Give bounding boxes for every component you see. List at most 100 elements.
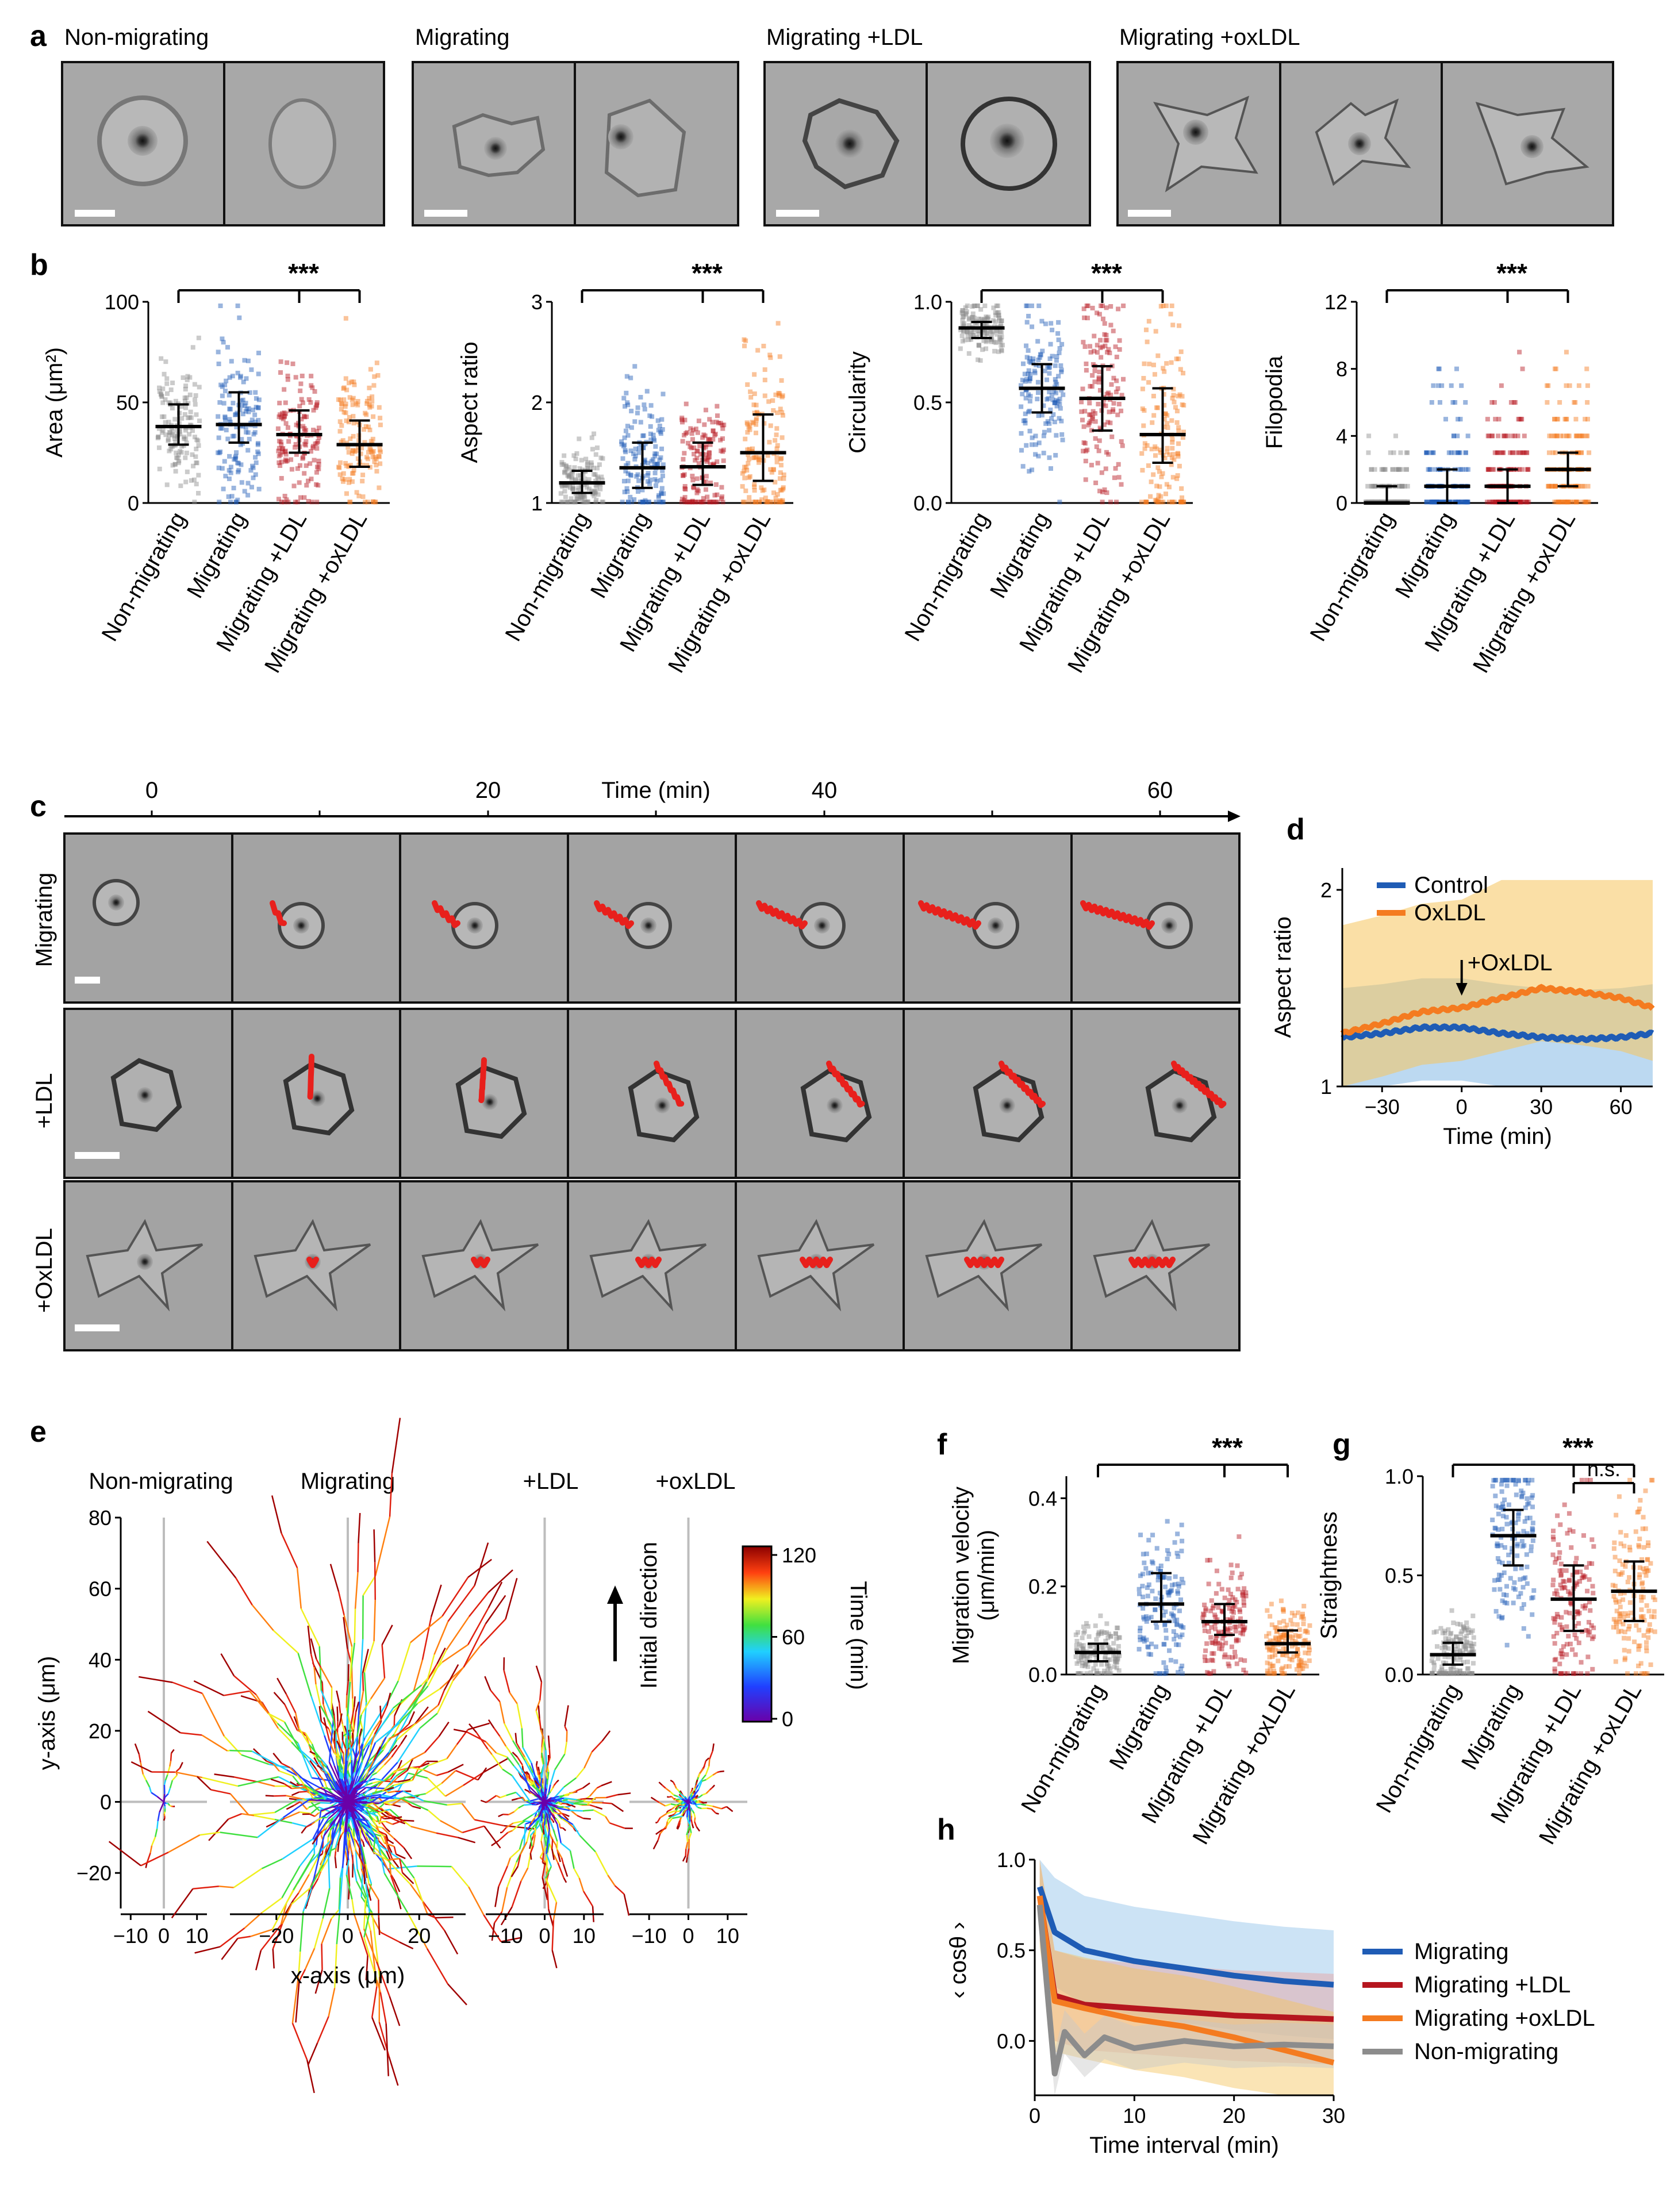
data-point: [1169, 304, 1174, 308]
trajectory-segment: [686, 1799, 689, 1803]
data-point: [1553, 450, 1558, 455]
data-point: [1103, 1638, 1108, 1643]
data-point: [1096, 1630, 1101, 1635]
trajectory-segment: [546, 1887, 550, 1910]
data-point: [227, 406, 232, 412]
data-point: [1485, 467, 1491, 472]
data-point: [638, 420, 643, 425]
trajectory-segment: [421, 1899, 446, 1931]
data-point: [698, 452, 703, 457]
cell-nucleus: [988, 917, 1004, 934]
data-point: [1499, 450, 1504, 455]
trajectory-segment: [655, 1799, 660, 1803]
data-point: [355, 445, 360, 450]
data-point: [1100, 489, 1105, 494]
data-point: [1463, 500, 1468, 505]
data-point: [689, 431, 694, 436]
trajectory-segment: [513, 1807, 519, 1812]
trajectory-segment: [397, 1769, 408, 1779]
data-point: [178, 449, 183, 454]
data-point: [650, 414, 655, 419]
trajectory-segment: [682, 1810, 685, 1814]
data-point: [1372, 483, 1377, 489]
data-point: [1054, 398, 1059, 403]
data-point: [1093, 480, 1099, 485]
data-point: [1084, 361, 1089, 366]
trajectory-segment: [579, 1835, 596, 1853]
data-point: [1115, 1657, 1120, 1662]
data-point: [1585, 400, 1590, 405]
data-point: [970, 329, 975, 334]
trajectory-segment: [272, 1763, 280, 1772]
data-point: [753, 500, 758, 505]
cell-nucleus: [137, 1087, 153, 1103]
trajectory-segment: [157, 1812, 160, 1822]
data-point: [239, 437, 244, 442]
data-point: [633, 454, 638, 459]
trajectory-segment: [529, 1790, 546, 1803]
series-line-control: [1341, 1023, 1654, 1043]
data-point: [743, 436, 748, 441]
data-point: [283, 400, 288, 405]
data-point: [364, 463, 370, 468]
data-point: [1176, 451, 1181, 456]
data-point: [960, 308, 965, 313]
trajectory-segment: [501, 1827, 507, 1833]
data-point: [1149, 1652, 1154, 1657]
data-point: [994, 327, 1000, 332]
data-point: [231, 485, 236, 490]
trajectory-segment: [339, 1778, 347, 1792]
trajectory-segment: [300, 1608, 320, 1647]
trajectory-segment: [700, 1803, 706, 1806]
data-point: [594, 445, 600, 450]
data-point: [966, 337, 972, 343]
data-point: [375, 373, 381, 378]
data-point: [1508, 400, 1514, 405]
data-point: [1049, 393, 1054, 398]
data-point: [1153, 1596, 1158, 1602]
data-point: [1042, 429, 1047, 435]
trajectory-segment: [350, 1646, 353, 1682]
data-point: [1552, 433, 1557, 439]
trajectory-segment: [400, 1859, 415, 1879]
data-point: [1517, 467, 1522, 472]
trajectory-segment: [336, 1740, 341, 1749]
trajectory-segment: [406, 1765, 429, 1782]
data-point: [1104, 1621, 1109, 1626]
trajectory-segment: [557, 1862, 565, 1879]
data-point: [1157, 1671, 1162, 1676]
trajectory-segment: [320, 1823, 327, 1836]
data-point: [1173, 405, 1178, 410]
data-point: [1036, 454, 1041, 459]
data-point: [1041, 451, 1046, 456]
data-point: [770, 398, 775, 403]
trajectory-segment: [674, 1799, 677, 1801]
data-point: [648, 477, 653, 482]
trajectory-segment: [315, 1811, 322, 1845]
colorbar: [742, 1545, 773, 1723]
initial-direction-label: Initial direction: [636, 1542, 662, 1689]
data-point: [226, 393, 232, 398]
data-point: [1171, 1614, 1176, 1619]
trajectory-segment: [706, 1807, 712, 1810]
data-point: [1172, 1540, 1177, 1545]
y-axis-label: Aspect ratio: [457, 341, 482, 463]
trajectory-segment: [520, 1867, 529, 1881]
data-point: [752, 410, 757, 416]
data-point: [239, 462, 244, 467]
data-point: [1366, 450, 1371, 455]
trajectory-segment: [501, 1887, 508, 1912]
data-point: [216, 414, 221, 419]
data-point: [1053, 452, 1058, 458]
trajectory-segment: [348, 1823, 352, 1831]
data-point: [566, 473, 571, 478]
data-point: [188, 409, 193, 414]
data-point: [720, 436, 725, 441]
trajectory-segment: [358, 1691, 364, 1715]
trajectory-segment: [435, 1916, 454, 1919]
trajectory-segment: [354, 1760, 358, 1772]
data-point: [1107, 1671, 1112, 1676]
panel-letter-a: a: [30, 20, 47, 53]
data-point: [999, 338, 1004, 343]
